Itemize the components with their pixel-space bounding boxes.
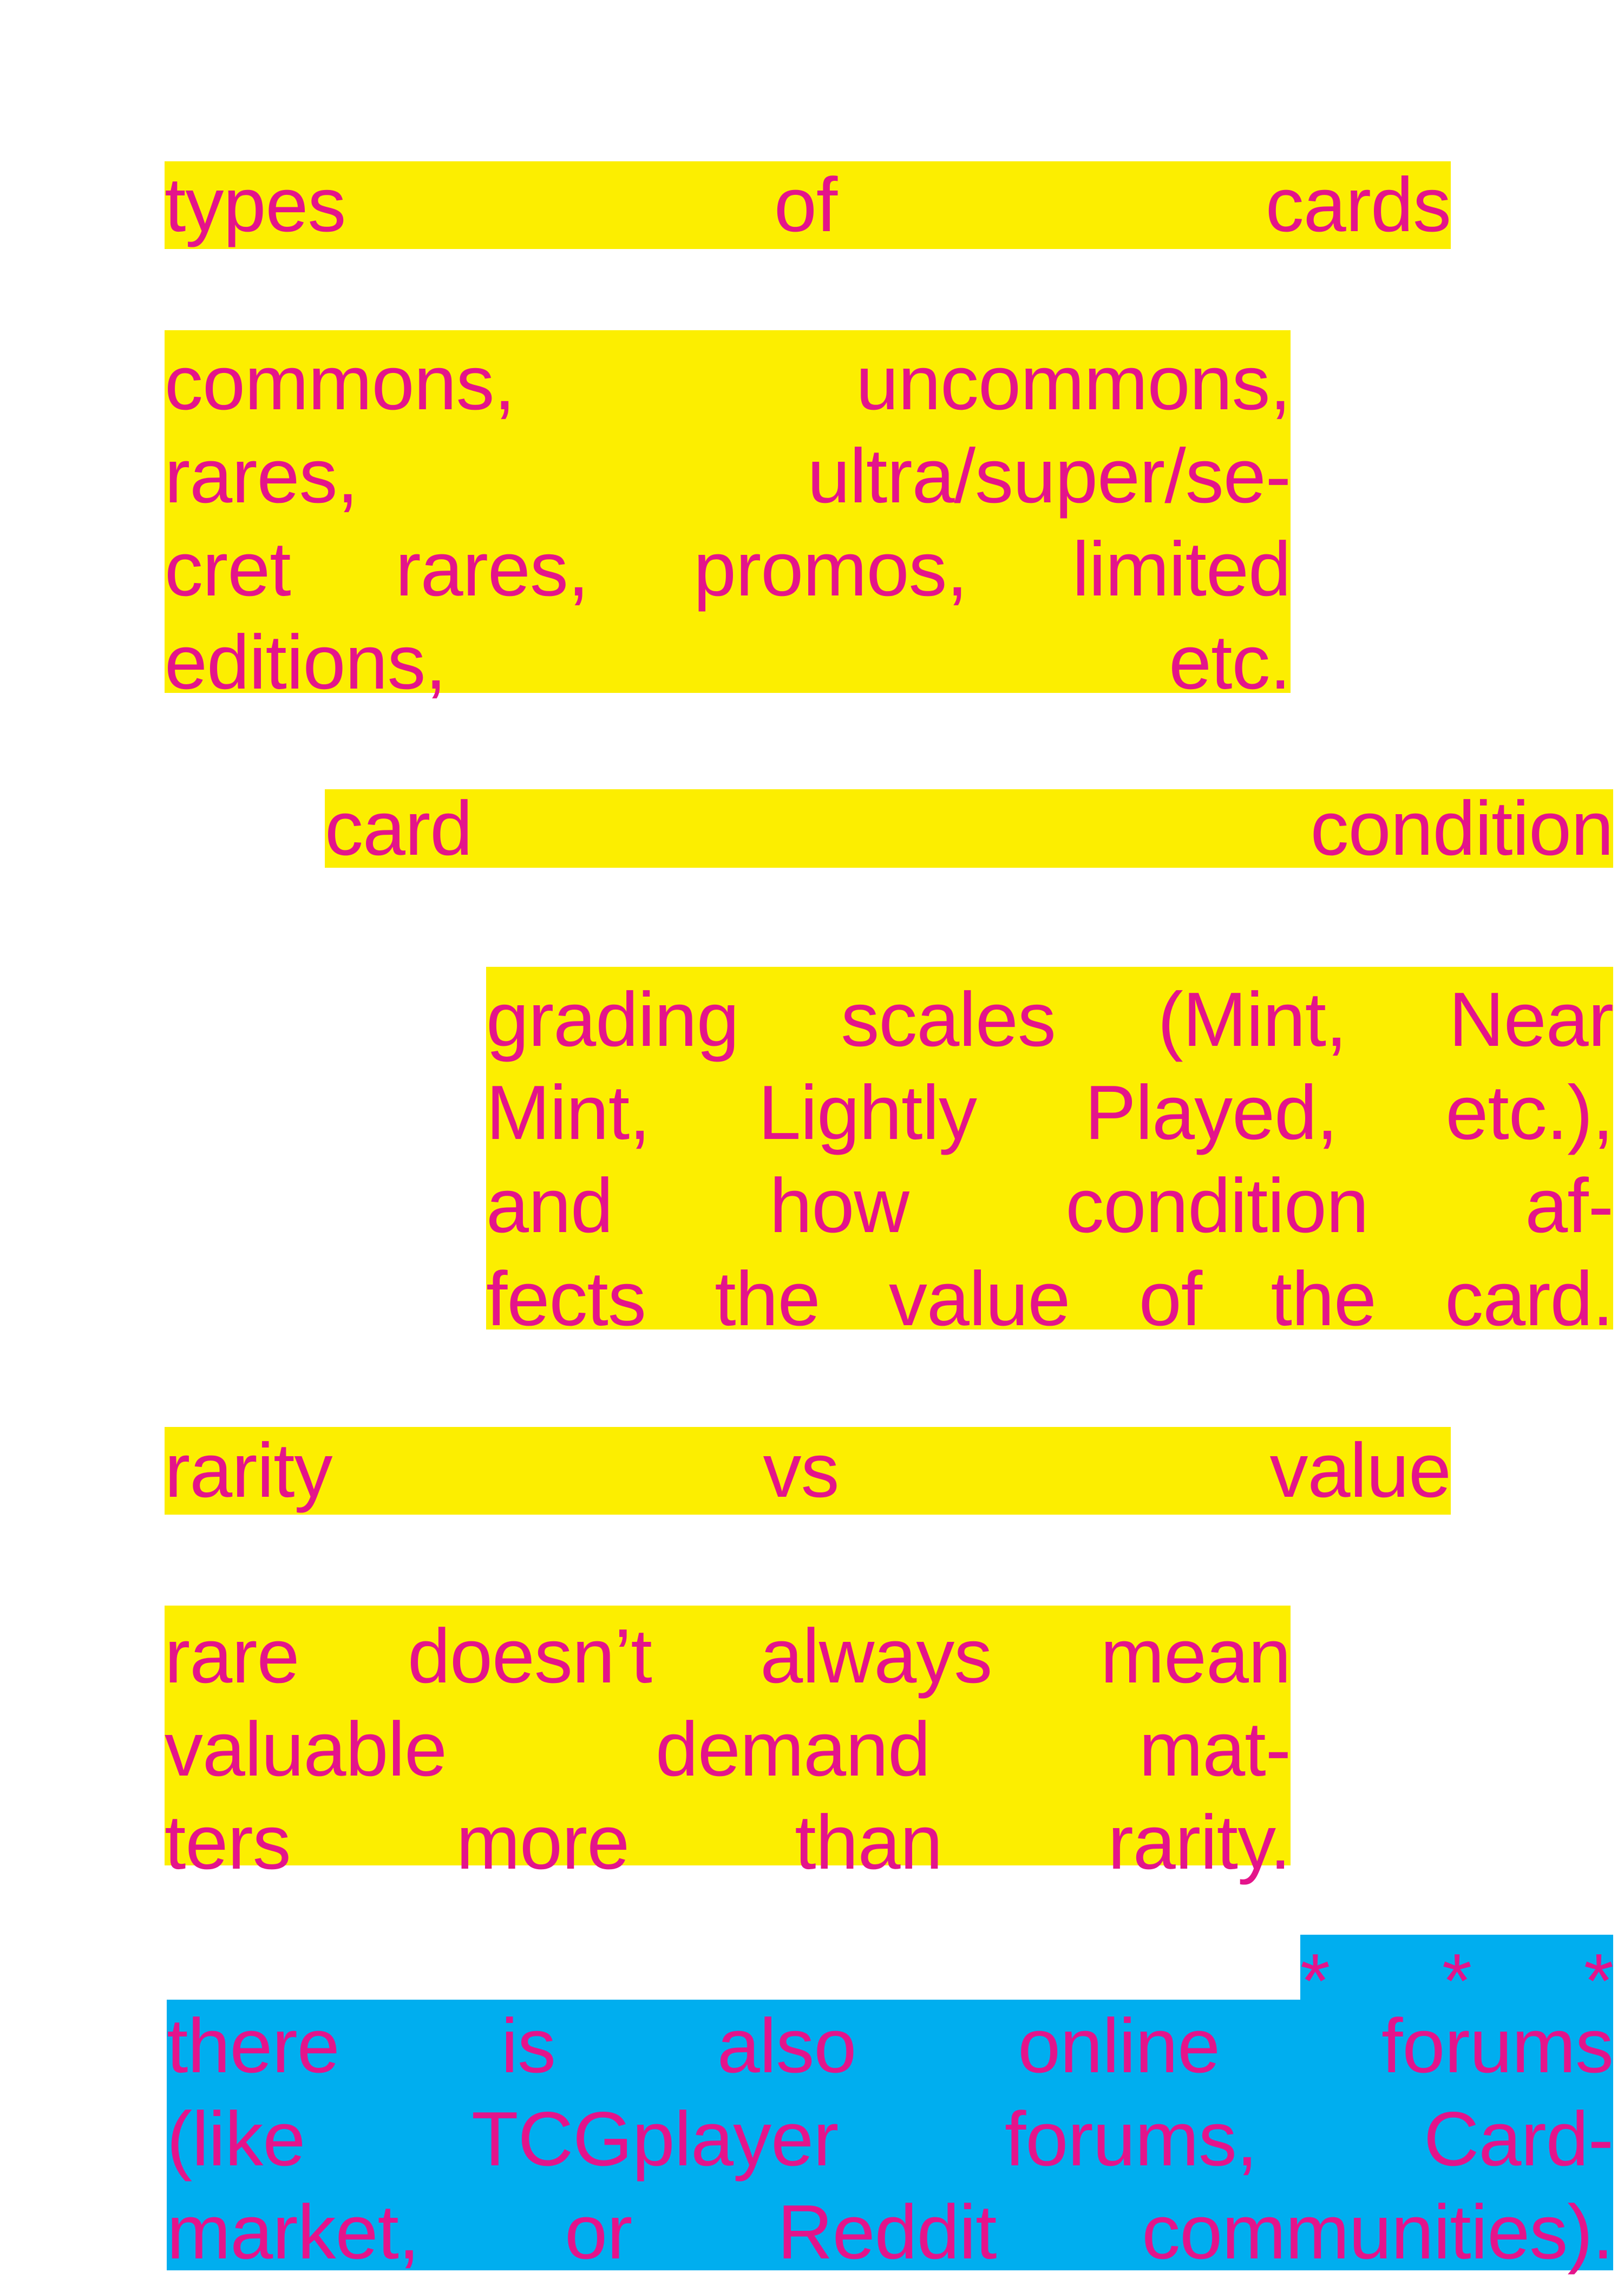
paragraph-line: editions, etc. <box>165 616 1291 709</box>
word: there <box>167 2003 340 2089</box>
word: or <box>565 2189 632 2275</box>
word: rares, <box>395 526 589 612</box>
word: Reddit <box>777 2189 997 2275</box>
word: the <box>1271 1256 1377 1342</box>
word: than <box>795 1799 942 1885</box>
grading-scales-paragraph: grading scales (Mint, Near Mint, Lightly… <box>486 967 1614 1342</box>
word: and <box>486 1163 613 1249</box>
word: cret <box>165 526 291 612</box>
word: rare <box>165 1613 300 1699</box>
heading-line: types of cards <box>165 161 1451 249</box>
word: is <box>501 2003 556 2089</box>
paragraph-line: (like TCGplayer forums, Card- <box>167 2093 1614 2186</box>
word: also <box>717 2003 856 2089</box>
word: rarity. <box>1108 1799 1291 1885</box>
types-of-cards-heading: types of cards <box>165 161 1451 249</box>
word: value <box>1269 1427 1451 1514</box>
word: more <box>456 1799 630 1885</box>
word: af- <box>1525 1163 1614 1249</box>
word: etc.), <box>1445 1070 1614 1156</box>
paragraph-line: grading scales (Mint, Near <box>486 973 1614 1066</box>
word: fects <box>486 1256 646 1342</box>
word: types <box>165 162 346 248</box>
word: forums <box>1381 2003 1614 2089</box>
word: mean <box>1100 1613 1291 1699</box>
paragraph-line: valuable demand mat- <box>165 1703 1291 1796</box>
word: editions, <box>165 619 447 705</box>
word: rares, <box>165 433 358 519</box>
word: the <box>715 1256 820 1342</box>
word: market, <box>167 2189 420 2275</box>
word: scales <box>841 977 1056 1063</box>
paragraph-line: rares, ultra/super/se- <box>165 430 1291 523</box>
card-types-paragraph: commons, uncommons, rares, ultra/super/s… <box>165 330 1291 705</box>
word: promos, <box>693 526 968 612</box>
paragraph-line: there is also online forums <box>167 2000 1614 2093</box>
word: forums, <box>1004 2096 1258 2182</box>
paragraph-line: rare doesn’t always mean <box>165 1610 1291 1703</box>
word: vs <box>763 1427 840 1514</box>
word: rarity <box>165 1427 333 1514</box>
word: online <box>1018 2003 1220 2089</box>
paragraph-line: commons, uncommons, <box>165 337 1291 430</box>
online-forums-paragraph: there is also online forums (like TCGpla… <box>167 2000 1614 2275</box>
word: value <box>888 1256 1070 1342</box>
paragraph-line: market, or Reddit communities). <box>167 2186 1614 2279</box>
paragraph-line: cret rares, promos, limited <box>165 523 1291 616</box>
word: doesn’t <box>407 1613 652 1699</box>
word: demand <box>655 1706 931 1792</box>
rarity-value-paragraph: rare doesn’t always mean valuable demand… <box>165 1606 1291 1885</box>
rarity-vs-value-heading: rarity vs value <box>165 1427 1451 1515</box>
word: TCGplayer <box>471 2096 839 2182</box>
paragraph-line: ters more than rarity. <box>165 1796 1291 1889</box>
word: etc. <box>1169 619 1291 705</box>
word: of <box>1138 1256 1202 1342</box>
word: ters <box>165 1799 291 1885</box>
paragraph-line: Mint, Lightly Played, etc.), <box>486 1066 1614 1160</box>
heading-line: card condition <box>325 785 1614 872</box>
word: card <box>325 785 473 872</box>
word: condition <box>1310 785 1614 872</box>
word: communities). <box>1142 2189 1614 2275</box>
paragraph-line: fects the value of the card. <box>486 1253 1614 1346</box>
heading-line: rarity vs value <box>165 1427 1451 1515</box>
word: limited <box>1072 526 1291 612</box>
card-condition-heading: card condition <box>325 785 1614 872</box>
word: how <box>769 1163 909 1249</box>
word: Played, <box>1084 1070 1338 1156</box>
word: of <box>774 162 837 248</box>
word: (Mint, <box>1157 977 1347 1063</box>
word: card. <box>1445 1256 1614 1342</box>
word: uncommons, <box>856 340 1291 426</box>
word: Mint, <box>486 1070 651 1156</box>
word: always <box>760 1613 992 1699</box>
word: (like <box>167 2096 305 2182</box>
word: grading <box>486 977 739 1063</box>
word: cards <box>1265 162 1451 248</box>
word: mat- <box>1139 1706 1291 1792</box>
word: commons, <box>165 340 515 426</box>
word: valuable <box>165 1706 447 1792</box>
word: Near <box>1449 977 1614 1063</box>
word: ultra/super/se- <box>807 433 1291 519</box>
paragraph-line: and how condition af- <box>486 1160 1614 1253</box>
word: Card- <box>1423 2096 1614 2182</box>
word: Lightly <box>758 1070 977 1156</box>
word: condition <box>1065 1163 1368 1249</box>
